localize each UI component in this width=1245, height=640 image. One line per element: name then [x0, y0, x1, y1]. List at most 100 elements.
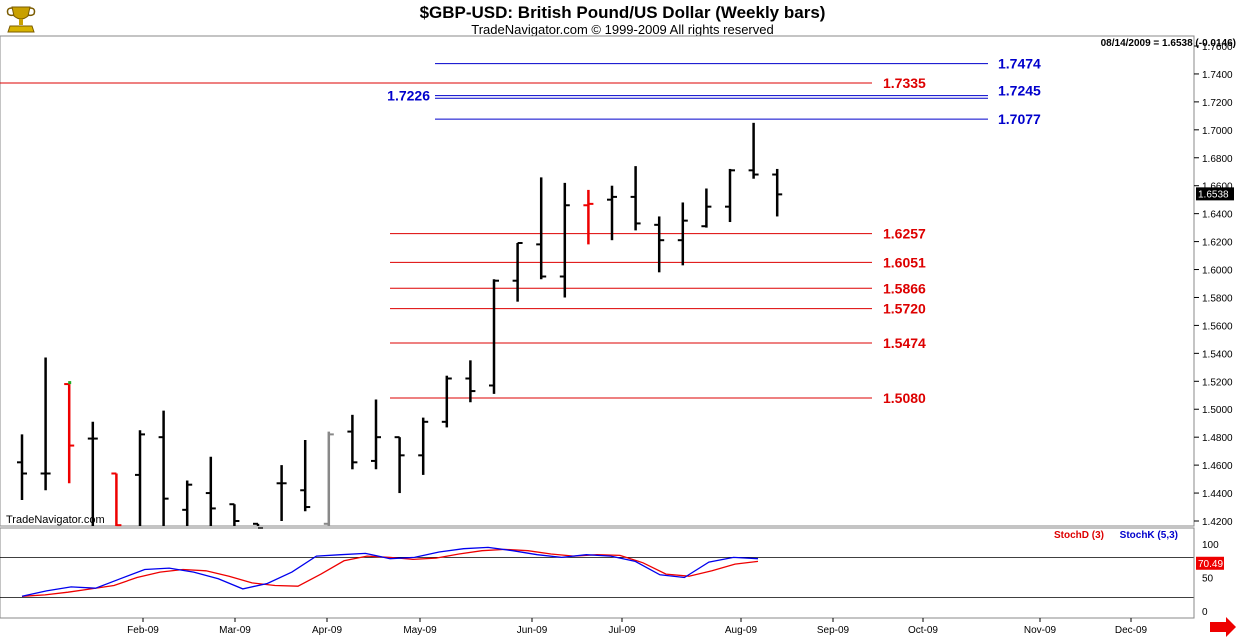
- price-y-tick-label: 1.4600: [1202, 461, 1233, 472]
- price-y-tick-label: 1.7600: [1202, 42, 1233, 53]
- ohlc-bar: [300, 439, 311, 512]
- ohlc-bar: [182, 480, 193, 526]
- ohlc-bar: [40, 357, 51, 491]
- ohlc-bar: [512, 241, 523, 302]
- ohlc-bar: [111, 472, 122, 527]
- level-label: 1.7245: [998, 83, 1041, 99]
- price-y-tick-label: 1.5600: [1202, 321, 1233, 332]
- ohlc-bar: [371, 399, 381, 470]
- stoch-plot-frame: [0, 527, 1195, 619]
- ohlc-bar: [772, 168, 783, 217]
- ohlc-bar: [323, 431, 334, 526]
- price-y-tick-label: 1.7000: [1202, 126, 1233, 137]
- price-y-tick-label: 1.6000: [1202, 266, 1233, 277]
- level-label: 1.6257: [883, 226, 926, 242]
- ohlc-bar: [64, 383, 75, 484]
- ohlc-bar: [347, 414, 358, 470]
- stoch-y-tick-label: 0: [1202, 607, 1208, 618]
- price-panel: 1.7474 1.7335 1.7245 1.7226 1.7077 1.6257 1.60…: [0, 35, 1236, 529]
- level-label: 1.7335: [883, 75, 926, 91]
- level-label: 1.5866: [883, 280, 926, 296]
- x-tick-label: Sep-09: [817, 625, 850, 636]
- scroll-right-arrow-icon[interactable]: [1210, 617, 1236, 637]
- stoch-series-line: [21, 546, 759, 597]
- stoch-y-tick-label: 100: [1202, 540, 1219, 551]
- ohlc-bar: [536, 177, 547, 280]
- stoch-last-box: [1196, 556, 1224, 570]
- ohlc-bar: [630, 166, 641, 231]
- stoch-reference-lines: [0, 557, 1194, 598]
- price-y-tick-label: 1.7200: [1202, 98, 1233, 109]
- stoch-series-line: [21, 548, 759, 597]
- ohlc-bar: [135, 430, 145, 526]
- price-y-tick-label: 1.6200: [1202, 238, 1233, 249]
- price-y-tick-label: 1.4200: [1202, 517, 1233, 528]
- price-plot-frame: [0, 35, 1195, 527]
- ohlc-bar: [489, 279, 499, 394]
- x-tick-label: Feb-09: [127, 625, 159, 636]
- stoch-y-axis: 100 50 0 70.49: [1193, 528, 1224, 618]
- ohlc-bar: [607, 185, 617, 241]
- price-y-tick-label: 1.5200: [1202, 377, 1233, 388]
- level-label: 1.5474: [883, 335, 926, 351]
- ohlc-bar: [229, 503, 240, 526]
- trophy-logo-icon: [6, 6, 36, 33]
- price-y-tick-label: 1.5800: [1202, 293, 1233, 304]
- ohlc-bar: [583, 189, 594, 245]
- ohlc-bar: [394, 436, 405, 494]
- price-y-tick-label: 1.5400: [1202, 349, 1233, 360]
- quote-line: 08/14/2009 = 1.6538 (-0.0146): [1101, 38, 1236, 49]
- price-y-tick-label: 1.6600: [1202, 182, 1233, 193]
- last-price-label: 1.6538: [1198, 189, 1229, 200]
- chart-subtitle: TradeNavigator.com © 1999-2009 All right…: [471, 22, 774, 37]
- ohlc-bar: [158, 410, 169, 526]
- ohlc-bar: [441, 375, 452, 428]
- stochD-legend: StochD (3): [1054, 530, 1104, 541]
- level-label: 1.7226: [387, 87, 430, 103]
- ohlc-bar: [17, 434, 27, 501]
- x-tick-label: Jul-09: [608, 625, 636, 636]
- price-levels: 1.7474 1.7335 1.7245 1.7226 1.7077 1.6257 1.60…: [0, 56, 1041, 406]
- level-label: 1.7077: [998, 111, 1041, 127]
- x-tick-label: Nov-09: [1024, 625, 1057, 636]
- level-label: 1.5720: [883, 301, 926, 317]
- stochastic-panel: 100 50 0 70.49 StochD (3) StochK (5,3): [0, 527, 1224, 619]
- ohlc-bar: [87, 421, 98, 526]
- price-y-axis: 1.7600 1.7400 1.7200 1.7000 1.6800 1.6600 1.64…: [1193, 36, 1234, 528]
- x-tick-label: Dec-09: [1115, 625, 1148, 636]
- chart-title: $GBP-USD: British Pound/US Dollar (Weekl…: [419, 3, 826, 22]
- ohlc-bar: [418, 417, 429, 475]
- x-tick-label: Jun-09: [517, 625, 548, 636]
- x-tick-label: Oct-09: [908, 625, 938, 636]
- ohlc-bar: [205, 456, 216, 526]
- stoch-last-label: 70.49: [1198, 559, 1223, 570]
- ohlc-bar: [725, 168, 735, 223]
- level-label: 1.5080: [883, 390, 926, 406]
- price-y-tick-label: 1.4400: [1202, 489, 1233, 500]
- price-y-tick-label: 1.6800: [1202, 154, 1233, 165]
- ohlc-bar: [559, 182, 570, 298]
- ohlc-bar: [701, 188, 712, 228]
- last-price-box: [1196, 187, 1234, 201]
- up-marker-icon: [68, 381, 72, 385]
- x-tick-label: May-09: [403, 625, 437, 636]
- stoch-y-tick-label: 50: [1202, 574, 1214, 585]
- ohlc-bar: [654, 216, 665, 273]
- price-y-tick-label: 1.5000: [1202, 405, 1233, 416]
- level-label: 1.6051: [883, 254, 926, 270]
- ohlc-bar: [748, 122, 759, 179]
- level-label: 1.7474: [998, 56, 1041, 72]
- x-tick-label: Aug-09: [725, 625, 758, 636]
- x-tick-label: Apr-09: [312, 625, 342, 636]
- x-tick-label: Mar-09: [219, 625, 251, 636]
- price-bars: [17, 122, 783, 529]
- price-y-tick-label: 1.7400: [1202, 70, 1233, 81]
- watermark: TradeNavigator.com: [6, 514, 105, 526]
- ohlc-bar: [465, 360, 476, 403]
- stochK-legend: StochK (5,3): [1120, 530, 1178, 541]
- ohlc-bar: [677, 202, 688, 266]
- price-y-tick-label: 1.6400: [1202, 210, 1233, 221]
- price-y-tick-label: 1.4800: [1202, 433, 1233, 444]
- x-axis: Feb-09 Mar-09 Apr-09 May-09 Jun-09 Jul-09 Aug-…: [127, 618, 1148, 636]
